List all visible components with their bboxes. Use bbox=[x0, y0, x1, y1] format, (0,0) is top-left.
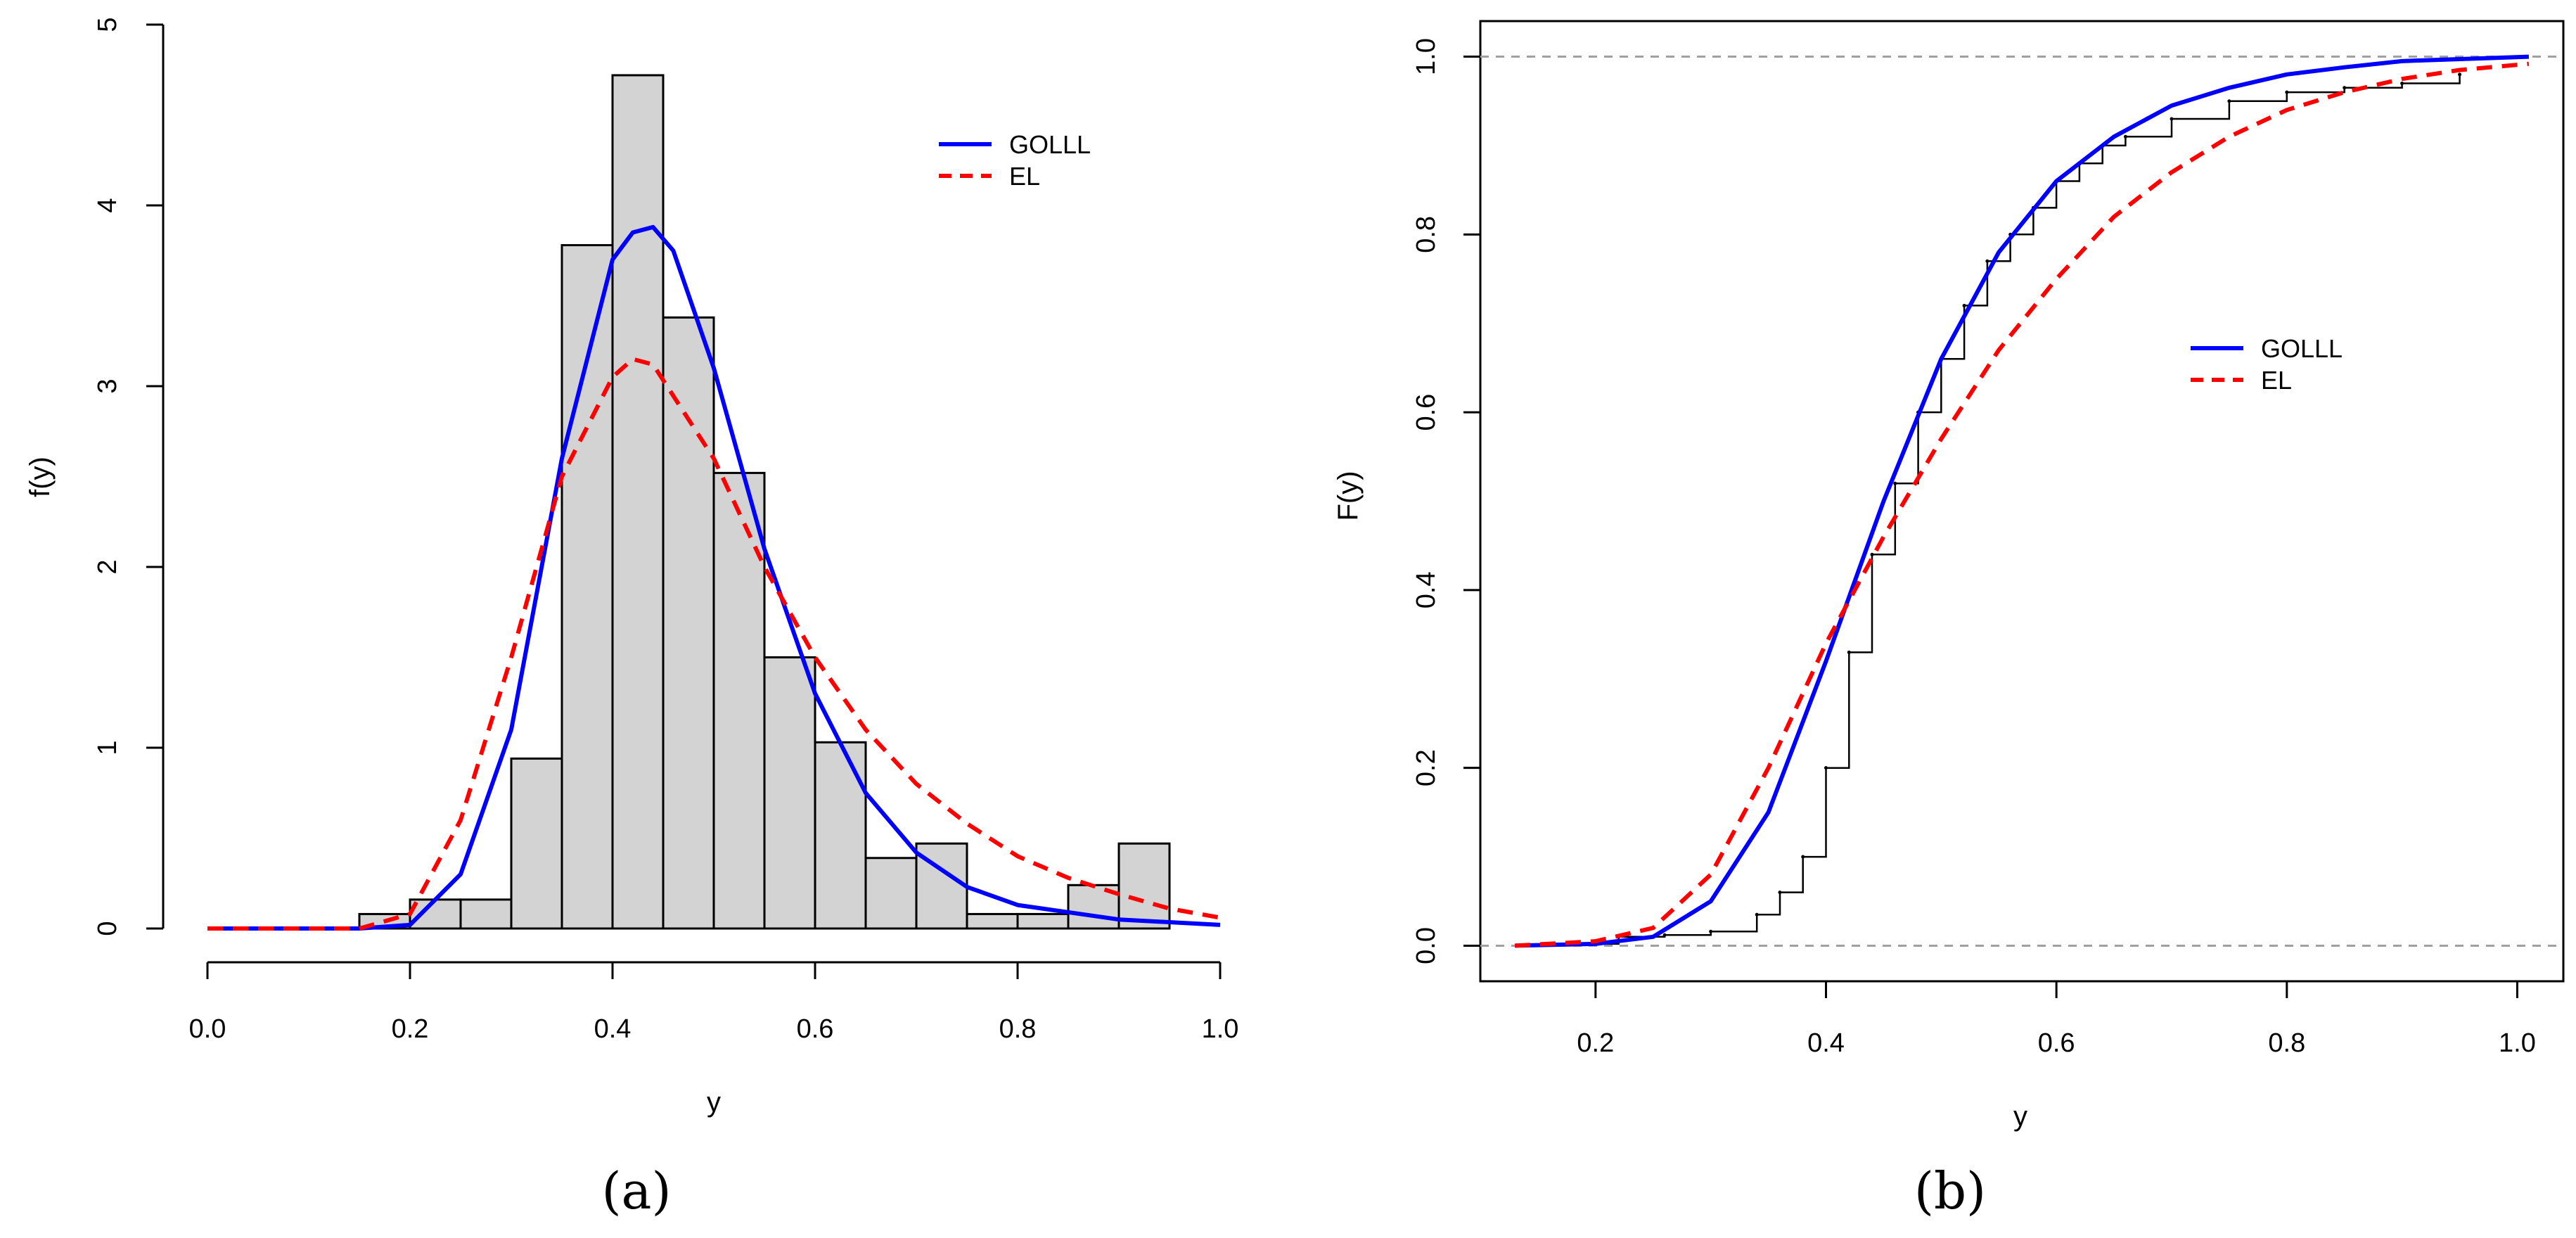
y-axis-title: F(y) bbox=[1333, 471, 1364, 521]
legend-label-golll: GOLLL bbox=[2261, 334, 2343, 363]
panel-label-b: (b) bbox=[1914, 1161, 1986, 1220]
x-tick-label: 0.6 bbox=[2038, 1028, 2075, 1058]
panel-b: 0.2 0.4 0.6 0.8 1.0 0.0 0.2 0.4 0.6 0.8 1.0 y F(y) GO… bbox=[1333, 20, 2565, 1220]
histogram-bar bbox=[1016, 912, 1070, 930]
empirical-cdf-point bbox=[1985, 259, 1989, 263]
histogram-bar bbox=[1117, 842, 1171, 930]
y-tick-label: 4 bbox=[93, 198, 122, 212]
y-axis-title: f(y) bbox=[25, 457, 56, 497]
histogram-bar bbox=[611, 74, 665, 930]
histogram-bar bbox=[763, 656, 816, 930]
histogram-bar bbox=[814, 741, 867, 930]
empirical-cdf-point bbox=[2123, 134, 2127, 139]
y-tick-label: 5 bbox=[93, 17, 122, 32]
x-axis-title: y bbox=[2013, 1101, 2027, 1132]
y-tick-label: 0.2 bbox=[1411, 749, 1441, 786]
empirical-cdf-point bbox=[1662, 933, 1667, 937]
empirical-cdf-point bbox=[1778, 891, 1782, 895]
empirical-cdf-point bbox=[1962, 303, 1966, 307]
legend-label-el: EL bbox=[2261, 366, 2292, 395]
x-tick-label: 0.6 bbox=[797, 1014, 834, 1044]
x-tick-label: 0.2 bbox=[392, 1014, 429, 1044]
empirical-cdf-point bbox=[1870, 552, 1874, 556]
y-tick-label: 0.4 bbox=[1411, 571, 1441, 608]
empirical-cdf-point bbox=[1801, 855, 1805, 859]
y-tick-label: 1 bbox=[93, 740, 122, 755]
histogram-bar bbox=[966, 912, 1019, 930]
x-tick-label: 0.8 bbox=[2268, 1028, 2305, 1058]
x-tick-label: 0.4 bbox=[594, 1014, 632, 1044]
empirical-cdf-point bbox=[1893, 481, 1897, 485]
y-tick-label: 1.0 bbox=[1411, 38, 1441, 75]
empirical-cdf-point bbox=[2227, 99, 2231, 103]
el-density-curve bbox=[207, 357, 1221, 931]
histogram-bar bbox=[459, 898, 513, 930]
empirical-cdf-point bbox=[2458, 72, 2462, 77]
legend-label-golll: GOLLL bbox=[1009, 130, 1091, 159]
histogram-bar bbox=[864, 857, 918, 930]
empirical-cdf-point bbox=[2170, 117, 2174, 121]
panel-a: 0.0 0.2 0.4 0.6 0.8 1.0 0 1 2 3 4 5 y f(y) GOLLL EL (a) bbox=[25, 17, 1238, 1220]
x-tick-label: 0.8 bbox=[999, 1014, 1037, 1044]
empirical-cdf-point bbox=[2343, 86, 2347, 90]
plot-frame bbox=[1479, 20, 2565, 983]
x-tick-label: 0.2 bbox=[1577, 1028, 1614, 1058]
el-cdf-curve bbox=[1514, 61, 2530, 948]
histogram-bar bbox=[712, 471, 766, 930]
x-axis-title: y bbox=[707, 1087, 721, 1118]
histogram-bar bbox=[510, 757, 563, 930]
histogram-bar bbox=[662, 316, 715, 930]
x-tick-label: 0.0 bbox=[189, 1014, 226, 1044]
y-tick-label: 0.0 bbox=[1411, 927, 1441, 964]
empirical-cdf-step bbox=[1572, 74, 2461, 945]
x-tick-label: 1.0 bbox=[1202, 1014, 1239, 1044]
golll-cdf-curve bbox=[1515, 54, 2530, 948]
empirical-cdf-point bbox=[2400, 81, 2404, 85]
legend-label-el: EL bbox=[1009, 162, 1040, 191]
empirical-cdf-point bbox=[1824, 766, 1828, 770]
x-tick-label: 1.0 bbox=[2499, 1028, 2536, 1058]
y-tick-label: 0 bbox=[93, 921, 122, 936]
y-tick-label: 0.6 bbox=[1411, 394, 1441, 431]
empirical-cdf-point bbox=[2285, 90, 2289, 94]
histogram-bar bbox=[560, 244, 614, 930]
y-tick-label: 0.8 bbox=[1411, 216, 1441, 253]
empirical-cdf-point bbox=[1755, 912, 1759, 917]
empirical-cdf-point bbox=[1709, 929, 1713, 933]
x-tick-label: 0.4 bbox=[1807, 1028, 1845, 1058]
panel-label-a: (a) bbox=[601, 1161, 671, 1220]
histogram-bar bbox=[915, 842, 968, 930]
y-tick-label: 2 bbox=[93, 559, 122, 574]
golll-density-curve bbox=[207, 224, 1221, 931]
y-tick-label: 3 bbox=[93, 378, 122, 393]
empirical-cdf-point bbox=[1847, 650, 1851, 654]
